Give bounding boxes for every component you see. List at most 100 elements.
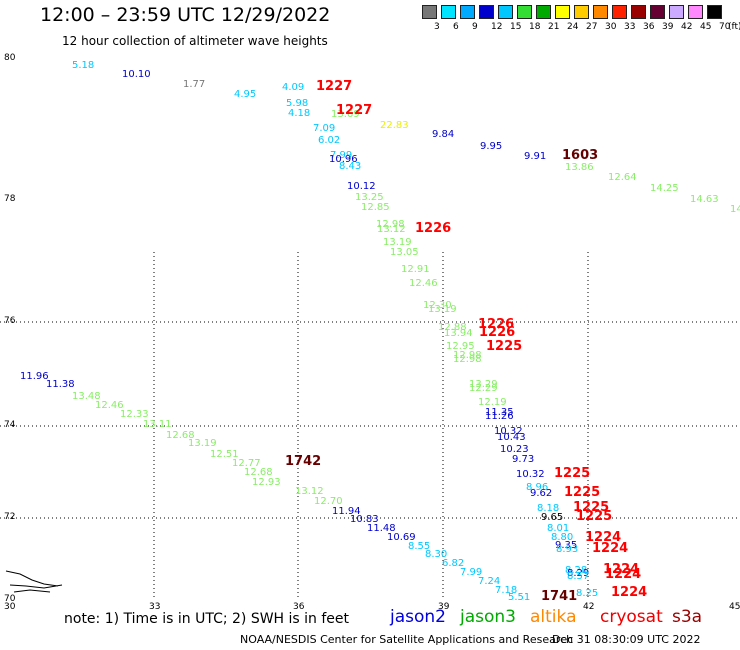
wave-height-value: 12.46 (95, 400, 124, 411)
pass-time-label: 1741 (541, 589, 577, 604)
pass-time-label: 1225 (486, 339, 522, 354)
wave-height-value: 6.82 (442, 558, 464, 569)
legend-swatch (612, 5, 627, 19)
wave-height-value: 12.77 (232, 458, 261, 469)
page-subtitle: 12 hour collection of altimeter wave hei… (62, 34, 328, 48)
wave-height-value: 7.09 (313, 123, 335, 134)
wave-height-value: 8.25 (576, 588, 598, 599)
legend-label: 27 (586, 22, 598, 32)
wave-height-value: 12.19 (478, 397, 507, 408)
wave-height-value: 11.48 (367, 523, 396, 534)
wave-height-value: 9.35 (555, 540, 577, 551)
lon-tick-label: 30 (4, 602, 16, 612)
legend-swatch (555, 5, 570, 19)
lon-tick-label: 45 (729, 602, 740, 612)
legend-label: 33 (624, 22, 636, 32)
legend-label: 39 (662, 22, 674, 32)
lat-tick-label: 70 (4, 594, 16, 604)
wave-height-value: 9.62 (530, 488, 552, 499)
wave-height-value: 10.83 (350, 514, 379, 525)
wave-height-value: 7.99 (460, 567, 482, 578)
wave-height-value: 13.19 (383, 237, 412, 248)
wave-height-value: 12.46 (409, 278, 438, 289)
legend-label: 45 (700, 22, 712, 32)
wave-height-value: 12.68 (244, 467, 273, 478)
pass-time-label: 1742 (285, 454, 321, 469)
pass-time-label: 1226 (479, 325, 515, 340)
wave-height-value: 8.30 (425, 549, 447, 560)
wave-height-value: 7.18 (495, 585, 517, 596)
wave-height-value: 12.30 (423, 300, 452, 311)
pass-time-label: 1226 (478, 317, 514, 332)
wave-height-value: 14 (730, 204, 740, 215)
pass-time-label: 1225 (564, 485, 600, 500)
satellite-altika: altika (530, 607, 577, 627)
legend-label: 24 (567, 22, 579, 32)
wave-height-value: 5.51 (508, 592, 530, 603)
pass-time-label: 1225 (576, 509, 612, 524)
wave-height-value: 8.01 (547, 523, 569, 534)
wave-height-value: 10.10 (122, 69, 151, 80)
wave-height-value: 1.77 (183, 79, 205, 90)
pass-time-label: 1224 (592, 541, 628, 556)
satellite-jason3: jason3 (460, 607, 516, 627)
legend-swatch (517, 5, 532, 19)
lat-tick-label: 72 (4, 512, 15, 522)
legend-label: 3 (434, 22, 440, 32)
legend-label: 9 (472, 22, 478, 32)
generation-timestamp: Dec 31 08:30:09 UTC 2022 (552, 633, 701, 646)
legend-label: 30 (605, 22, 617, 32)
island-outline (5, 570, 63, 593)
footer-note: note: 1) Time is in UTC; 2) SWH is in fe… (64, 611, 350, 627)
legend-swatch (574, 5, 589, 19)
wave-height-value: 6.02 (318, 135, 340, 146)
wave-height-value: 8.28 (565, 565, 587, 576)
wave-height-value: 8.93 (556, 544, 578, 555)
wave-height-value: 12.98 (453, 354, 482, 365)
wave-height-value: 13.29 (469, 379, 498, 390)
legend-label: 15 (510, 22, 522, 32)
wave-height-value: 8.55 (408, 541, 430, 552)
wave-height-value: 7.99 (330, 150, 352, 161)
pass-time-label: 1226 (415, 221, 451, 236)
page-title: 12:00 – 23:59 UTC 12/29/2022 (40, 4, 331, 26)
wave-height-value: 13.12 (295, 486, 324, 497)
wave-height-value: 10.96 (329, 154, 358, 165)
pass-time-label: 1227 (316, 79, 352, 94)
wave-height-value: 13.25 (355, 192, 384, 203)
pass-time-label: 1224 (605, 567, 641, 582)
wave-height-value: 11.26 (485, 411, 514, 422)
wave-height-value: 8.80 (551, 532, 573, 543)
wave-height-value: 12.98 (376, 219, 405, 230)
legend-label: 21 (548, 22, 560, 32)
wave-height-value: 14.25 (650, 183, 679, 194)
wave-height-value: 8.57 (567, 571, 589, 582)
legend-swatch (536, 5, 551, 19)
wave-height-value: 4.09 (282, 82, 304, 93)
legend-label: 42 (681, 22, 693, 32)
wave-height-value: 13.48 (72, 391, 101, 402)
legend-swatch (460, 5, 475, 19)
wave-height-value: 12.98 (453, 350, 482, 361)
wave-height-value: 12.33 (120, 409, 149, 420)
wave-height-value: 11.94 (332, 506, 361, 517)
wave-height-value: 12.93 (252, 477, 281, 488)
wave-height-value: 4.95 (234, 89, 256, 100)
wave-height-value: 4.18 (288, 108, 310, 119)
wave-height-value: 9.95 (480, 141, 502, 152)
lat-tick-label: 76 (4, 316, 16, 326)
legend-swatch (479, 5, 494, 19)
legend-swatch (441, 5, 456, 19)
wave-height-value: 10.23 (500, 444, 529, 455)
wave-height-value: 13.86 (565, 162, 594, 173)
pass-time-label: 1224 (611, 585, 647, 600)
wave-height-value: 5.18 (72, 60, 94, 71)
wave-height-value: 8.29 (567, 568, 589, 579)
wave-height-value: 10.32 (494, 426, 523, 437)
wave-height-value: 12.64 (608, 172, 637, 183)
wave-height-value: 9.65 (541, 512, 563, 523)
coastline-outline (5, 570, 63, 593)
legend-swatch (631, 5, 646, 19)
